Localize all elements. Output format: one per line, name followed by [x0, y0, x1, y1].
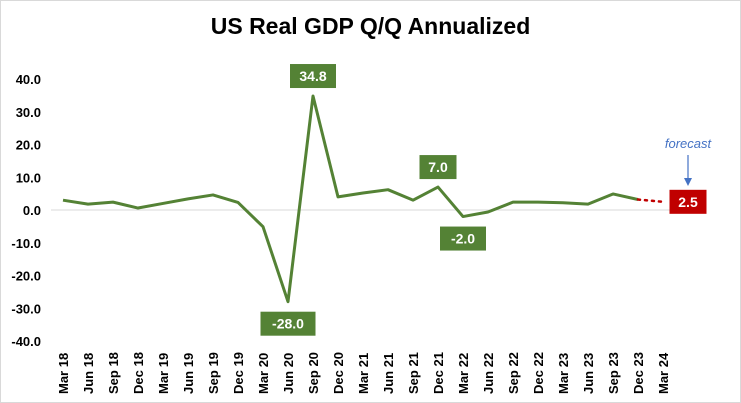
x-tick-label: Dec 19	[231, 352, 246, 394]
x-tick-label: Sep 19	[206, 352, 221, 394]
x-tick-label: Sep 22	[506, 352, 521, 394]
x-tick-label: Mar 18	[56, 353, 71, 394]
y-tick-label: -30.0	[11, 301, 41, 316]
x-tick-label: Sep 18	[106, 352, 121, 394]
data-label: 7.0	[428, 159, 448, 175]
x-tick-label: Dec 20	[331, 352, 346, 394]
x-tick-label: Jun 18	[81, 353, 96, 394]
data-label-box	[419, 155, 457, 180]
y-tick-label: 30.0	[16, 105, 41, 120]
x-tick-label: Jun 23	[581, 353, 596, 394]
y-tick-label: -10.0	[11, 236, 41, 251]
forecast-series-line	[636, 198, 665, 204]
y-tick-label: 20.0	[16, 138, 41, 153]
data-label: -2.0	[451, 231, 475, 247]
data-label-box	[260, 311, 316, 336]
data-label-box	[440, 226, 486, 251]
y-tick-label: 10.0	[16, 170, 41, 185]
x-tick-label: Mar 19	[156, 353, 171, 394]
x-tick-label: Dec 23	[631, 352, 646, 394]
y-tick-label: -40.0	[11, 334, 41, 349]
data-label: -28.0	[272, 316, 304, 332]
x-tick-label: Mar 22	[456, 353, 471, 394]
x-tick-label: Jun 22	[481, 353, 496, 394]
x-tick-label: Dec 21	[431, 352, 446, 394]
x-tick-label: Mar 21	[356, 353, 371, 394]
x-tick-label: Jun 21	[381, 353, 396, 394]
gdp-series-line	[62, 94, 639, 304]
forecast-annotation: forecast	[665, 136, 713, 151]
forecast-arrow-head-icon	[684, 178, 692, 186]
x-tick-label: Mar 20	[256, 353, 271, 394]
data-label-box	[290, 64, 336, 89]
y-tick-label: 40.0	[16, 72, 41, 87]
x-tick-label: Dec 22	[531, 352, 546, 394]
data-label: 2.5	[678, 194, 698, 210]
y-tick-label: 0.0	[23, 203, 41, 218]
x-tick-label: Jun 19	[181, 353, 196, 394]
data-label: 34.8	[299, 68, 326, 84]
x-tick-label: Mar 24	[656, 352, 671, 394]
x-tick-label: Sep 20	[306, 352, 321, 394]
y-tick-label: -20.0	[11, 269, 41, 284]
x-tick-label: Dec 18	[131, 352, 146, 394]
data-label-box	[669, 189, 707, 214]
x-tick-label: Sep 23	[606, 352, 621, 394]
x-tick-label: Sep 21	[406, 352, 421, 394]
chart-title: US Real GDP Q/Q Annualized	[210, 13, 531, 39]
x-tick-label: Mar 23	[556, 353, 571, 394]
x-tick-label: Jun 20	[281, 353, 296, 394]
